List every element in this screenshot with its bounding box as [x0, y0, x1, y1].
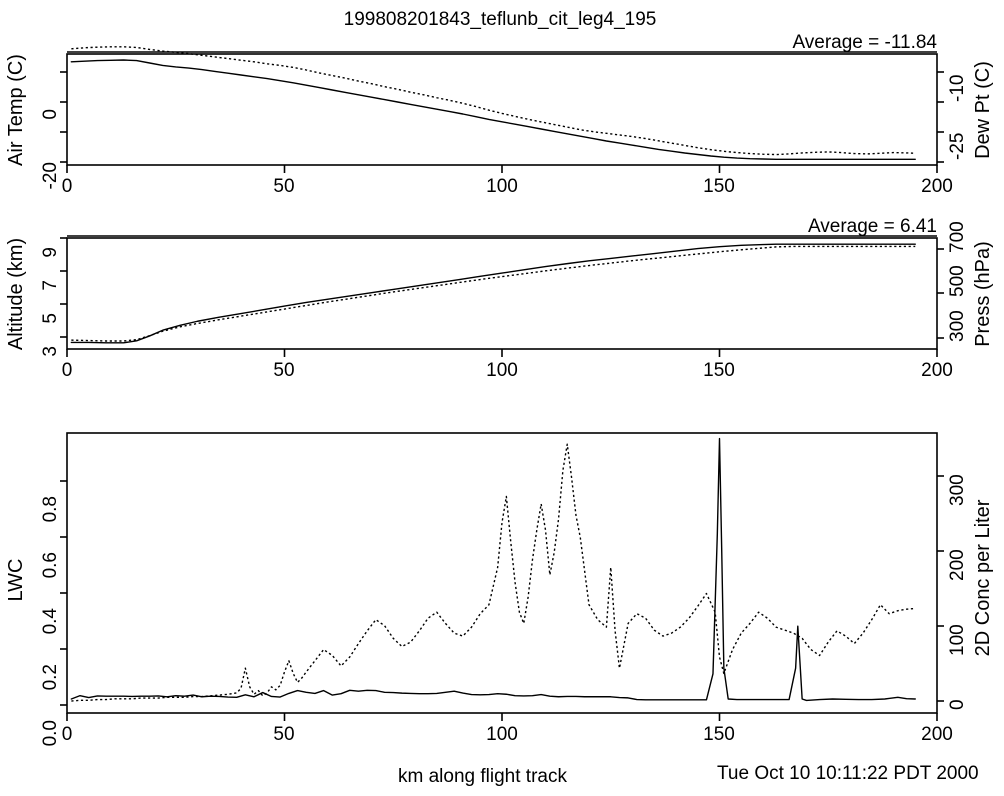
panel-lwc-xtick-50: 50 [273, 724, 294, 745]
panel-temperature-y2tick-minus10: -10 [947, 75, 968, 102]
panel-altitude-y2tick-700: 700 [947, 221, 968, 253]
panel-altitude-ylabel: Altitude (km) [5, 238, 27, 350]
render-timestamp: Tue Oct 10 10:11:22 PDT 2000 [717, 763, 979, 784]
trace-lwc [70, 437, 916, 702]
panel-altitude-y2tick-500: 500 [947, 265, 968, 297]
panel-altitude-xtick-0: 0 [62, 360, 73, 381]
panel-temperature-x-ticks [66, 165, 938, 173]
trace-2d-conc-per-liter [71, 443, 916, 702]
panel-temperature-y2tick-minus25: -25 [947, 133, 968, 160]
panel-altitude-xtick-100: 100 [486, 360, 518, 381]
panel-temperature-frame [66, 53, 938, 166]
page-title: 199808201843_teflunb_cit_leg4_195 [344, 9, 657, 30]
panel-lwc-y2tick-200: 200 [947, 549, 968, 581]
panel-lwc-right-ticks [937, 475, 944, 702]
panel-temperature-xtick-50: 50 [273, 176, 294, 197]
panel-temperature-y2label: Dew Pt (C) [972, 61, 994, 159]
trace-press-hpa [71, 245, 916, 342]
panel-lwc: 0.0 0.2 0.4 0.6 0.8 0 100 200 300 0 50 1… [5, 432, 994, 746]
panel-lwc-ylabel: LWC [5, 559, 27, 602]
panel-lwc-y2tick-300: 300 [947, 474, 968, 506]
panel-temperature-ylabel: Air Temp (C) [5, 54, 27, 166]
trace-altitude-km [70, 243, 916, 344]
panel-temperature-xtick-0: 0 [62, 176, 73, 197]
panel-lwc-y2tick-0: 0 [947, 699, 968, 710]
panel-altitude-frame [66, 237, 938, 350]
panel-temperature: Average = -11.84 0 -20 -10 -25 0 50 [5, 32, 994, 197]
trace-dew-pt-c [71, 46, 916, 156]
panel-lwc-y2tick-100: 100 [947, 624, 968, 656]
panel-lwc-xtick-100: 100 [486, 724, 518, 745]
panel-lwc-series [70, 437, 916, 702]
panel-lwc-xtick-150: 150 [703, 724, 735, 745]
panel-altitude-ytick-5: 5 [40, 313, 61, 324]
panel-temperature-average-label: Average = -11.84 [792, 32, 937, 53]
panel-lwc-xtick-200: 200 [921, 724, 953, 745]
panel-temperature-ytick-minus20: -20 [40, 162, 61, 189]
panel-altitude: Average = 6.41 9 7 5 3 700 500 300 0 50 … [5, 216, 994, 381]
trace-air-temp-c [70, 59, 916, 160]
panel-lwc-ytick-00: 0.0 [40, 720, 61, 746]
panel-altitude-xtick-200: 200 [921, 360, 953, 381]
panel-temperature-left-ticks [60, 71, 67, 163]
panel-lwc-x-ticks [66, 713, 938, 721]
panel-temperature-xtick-150: 150 [703, 176, 735, 197]
panel-lwc-xtick-0: 0 [62, 724, 73, 745]
panel-altitude-average-label: Average = 6.41 [808, 216, 937, 237]
panel-altitude-right-ticks [937, 248, 944, 339]
panel-altitude-ytick-7: 7 [40, 280, 61, 291]
panel-temperature-series [70, 46, 916, 160]
panel-lwc-ytick-04: 0.4 [40, 608, 61, 635]
panel-temperature-xtick-100: 100 [486, 176, 518, 197]
panel-lwc-left-ticks [60, 480, 67, 706]
panel-lwc-ytick-02: 0.2 [40, 664, 61, 690]
panel-temperature-ytick-0: 0 [40, 109, 61, 120]
panel-altitude-xtick-50: 50 [273, 360, 294, 381]
x-axis-title: km along flight track [398, 766, 567, 787]
panel-lwc-y2label: 2D Conc per Liter [972, 499, 994, 656]
panel-altitude-y2label: Press (hPa) [972, 241, 994, 347]
panel-altitude-y2tick-300: 300 [947, 310, 968, 342]
panel-lwc-ytick-08: 0.8 [40, 496, 61, 522]
panel-altitude-series [70, 243, 916, 344]
panel-altitude-xtick-150: 150 [703, 360, 735, 381]
panel-altitude-x-ticks [66, 349, 938, 357]
panel-altitude-ytick-9: 9 [40, 247, 61, 258]
panel-altitude-left-ticks [60, 237, 67, 338]
panel-altitude-ytick-3: 3 [40, 346, 61, 357]
panel-temperature-right-ticks [937, 71, 944, 163]
panel-lwc-ytick-06: 0.6 [40, 552, 61, 578]
panel-lwc-frame [66, 432, 938, 714]
panel-temperature-xtick-200: 200 [921, 176, 953, 197]
